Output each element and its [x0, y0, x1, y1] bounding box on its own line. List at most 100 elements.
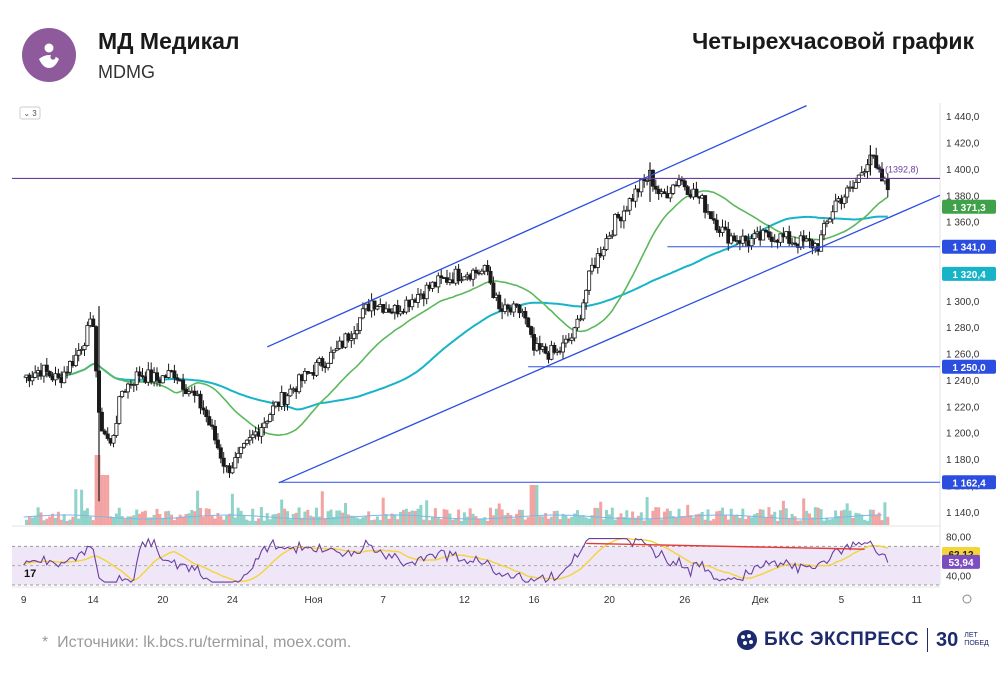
volume-bar — [477, 519, 481, 525]
settings-icon[interactable] — [962, 594, 972, 604]
volume-bar — [509, 514, 513, 525]
indicator-count: ⌄ 3 — [23, 109, 37, 118]
brand-name: БКС ЭКСПРЕСС — [764, 629, 920, 650]
candle-body — [764, 229, 769, 233]
volume-bar — [648, 518, 652, 525]
candle-body — [265, 420, 270, 424]
volume-bar — [628, 517, 632, 525]
brand-logo: БКС ЭКСПРЕСС 30 ЛЕТ ПОБЕД — [736, 628, 994, 652]
company-logo — [22, 28, 76, 82]
volume-bar — [616, 516, 620, 525]
volume-bar — [280, 499, 284, 525]
candle-body — [853, 181, 858, 189]
volume-bar — [718, 510, 722, 525]
candle-body — [302, 371, 307, 382]
volume-bar — [529, 485, 533, 525]
candle-body — [587, 270, 592, 291]
candle-body — [320, 358, 325, 367]
candle-body — [601, 249, 606, 257]
volume-bar — [813, 507, 817, 525]
volume-bar — [564, 515, 568, 525]
volume-bar — [454, 518, 458, 525]
candle-body — [801, 235, 806, 242]
candle-body — [822, 223, 827, 236]
volume-bar — [419, 504, 423, 525]
volume-bar — [83, 510, 86, 525]
volume-bar — [27, 516, 31, 525]
candle-body — [645, 180, 650, 182]
volume-bar — [796, 520, 800, 525]
volume-bar — [636, 515, 640, 525]
candle-body — [375, 306, 380, 310]
candle-body — [633, 188, 638, 202]
volume-bar — [877, 512, 881, 525]
last-price-label: 1 371,3 — [952, 203, 986, 214]
volume-bar — [596, 507, 600, 525]
volume-bar — [341, 512, 345, 525]
volume-bar — [315, 507, 318, 525]
volume-bar — [860, 514, 864, 525]
volume-ma-line — [23, 514, 883, 520]
candle-body — [526, 317, 531, 327]
candle-body — [244, 439, 249, 444]
volume-bar — [631, 511, 635, 525]
volume-bar — [109, 516, 113, 525]
candle-body — [415, 294, 420, 303]
volume-bar — [779, 510, 782, 525]
volume-bar — [268, 519, 272, 525]
candle-body — [175, 377, 180, 381]
volume-bar — [248, 520, 252, 525]
volume-bar — [868, 509, 872, 525]
volume-bar — [457, 509, 461, 525]
volume-bar — [500, 509, 504, 525]
volume-bar — [300, 517, 304, 525]
x-tick-label: 16 — [528, 595, 540, 606]
volume-bar — [309, 515, 313, 525]
candle-body — [239, 446, 244, 454]
candlestick-chart[interactable]: 1 140,01 160,01 180,01 200,01 220,01 240… — [0, 95, 1000, 615]
candle-body — [752, 233, 757, 240]
candle-body — [880, 168, 885, 182]
candle-body — [30, 376, 35, 382]
volume-bar — [88, 516, 92, 525]
candle-body — [845, 187, 850, 198]
candle-body — [885, 178, 890, 191]
volume-bar — [831, 518, 835, 525]
volume-bar — [80, 489, 84, 525]
candle-body — [497, 294, 502, 310]
ma-slow-value-badge — [942, 266, 996, 281]
volume-bar — [607, 514, 611, 525]
candle-body — [874, 155, 879, 168]
candle-body — [653, 185, 658, 190]
candle-body — [352, 333, 357, 339]
candle-body — [543, 346, 548, 354]
volume-bar — [407, 511, 411, 525]
volume-bar — [570, 516, 574, 525]
candle-body — [134, 371, 139, 385]
level-1250-badge — [942, 359, 996, 374]
candle-body — [833, 200, 838, 213]
volume-bar — [738, 517, 742, 525]
volume-bar — [277, 513, 281, 525]
volume-bar — [625, 510, 629, 525]
volume-bar — [346, 514, 350, 525]
candle-body — [99, 411, 104, 432]
volume-bar — [187, 513, 191, 525]
candle-body — [79, 349, 84, 351]
y-tick-label: 1 240,0 — [946, 376, 980, 387]
candle-body — [732, 235, 737, 242]
candle-body — [572, 327, 577, 339]
volume-bar — [866, 520, 869, 525]
rsi-value-label: 53,94 — [948, 558, 973, 569]
x-tick-label: 7 — [380, 595, 386, 606]
ma-fast-line — [23, 190, 889, 437]
candle-body — [47, 371, 52, 377]
candle-body — [459, 279, 464, 282]
volume-bar — [74, 489, 78, 525]
volume-bar — [184, 514, 188, 525]
candle-body — [131, 384, 136, 386]
candle-body — [114, 422, 119, 436]
brand-tag-2: ПОБЕД — [964, 640, 989, 647]
candle-body — [154, 372, 159, 381]
volume-bar — [265, 513, 269, 525]
